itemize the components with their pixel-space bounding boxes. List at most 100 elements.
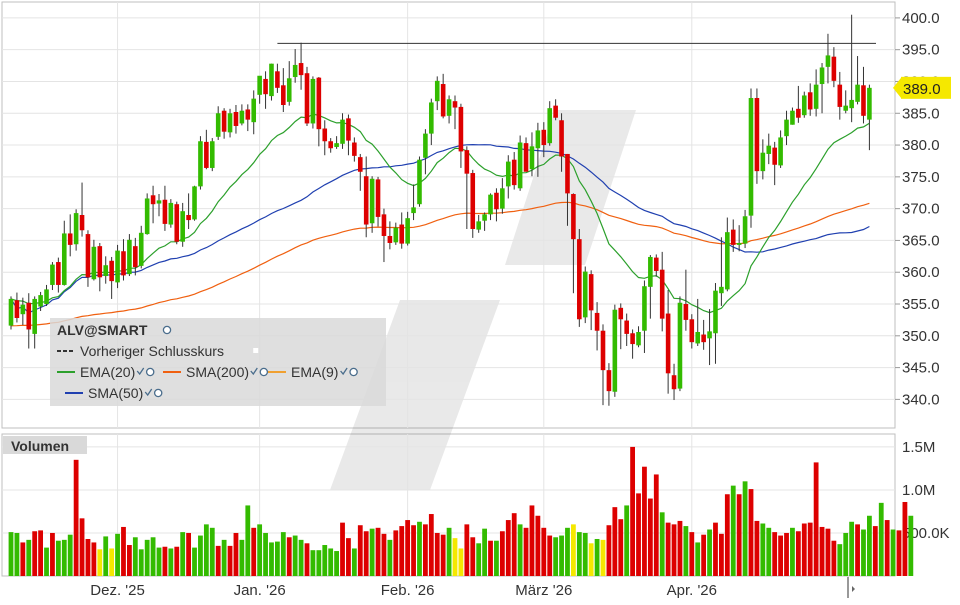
candle-body xyxy=(636,331,641,346)
volume-bar xyxy=(594,538,600,576)
candle-body xyxy=(352,142,357,156)
candle-body xyxy=(85,234,91,278)
legend-item[interactable]: SMA(200) xyxy=(163,364,269,380)
scroll-right-icon[interactable] xyxy=(852,586,855,592)
volume-bar xyxy=(719,533,724,576)
candle xyxy=(748,88,754,228)
volume-bar xyxy=(162,546,168,576)
candle xyxy=(103,256,109,284)
volume-bar xyxy=(239,539,245,576)
volume-bar xyxy=(665,522,671,576)
candle xyxy=(541,122,547,158)
settings-icon[interactable] xyxy=(153,388,163,398)
candle-body xyxy=(446,99,452,116)
volume-bar xyxy=(677,520,683,576)
candle-body xyxy=(79,215,85,231)
price-tick-label: 395.0 xyxy=(902,42,940,59)
candle-body xyxy=(476,221,481,230)
volume-bar xyxy=(653,474,659,576)
candle xyxy=(849,14,854,123)
candle xyxy=(257,75,262,104)
volume-bar xyxy=(647,498,653,576)
candle-body xyxy=(577,239,582,320)
candle xyxy=(754,88,760,184)
candle xyxy=(245,104,251,132)
candle xyxy=(156,194,162,217)
candle-body xyxy=(671,375,677,390)
volume-bar xyxy=(890,529,896,576)
candle xyxy=(399,212,405,249)
candle xyxy=(577,228,582,327)
candle-body xyxy=(831,56,837,81)
price-tick-label: 385.0 xyxy=(902,105,940,122)
price-tick-label: 375.0 xyxy=(902,169,940,186)
candle xyxy=(251,90,257,135)
candle-body xyxy=(790,110,795,125)
volume-bar xyxy=(97,549,103,576)
candle xyxy=(796,85,801,123)
candle xyxy=(600,324,606,406)
candle-body xyxy=(91,246,97,280)
volume-bar xyxy=(813,462,819,576)
candle xyxy=(387,221,393,250)
candle-body xyxy=(121,251,126,276)
candle xyxy=(494,188,499,222)
settings-icon[interactable] xyxy=(349,367,358,377)
candle-body xyxy=(180,211,185,242)
candle-body xyxy=(138,232,144,266)
volume-bar xyxy=(198,535,203,576)
volume-bar xyxy=(630,446,635,576)
volume-bar xyxy=(186,532,191,576)
candle xyxy=(861,66,866,124)
legend-item[interactable]: SMA(50) xyxy=(65,385,163,401)
candle xyxy=(138,225,144,269)
candle-body xyxy=(357,157,363,172)
check-icon[interactable] xyxy=(136,367,145,376)
candle xyxy=(689,314,695,349)
legend-label: EMA(9) xyxy=(291,364,338,380)
candle xyxy=(742,209,748,249)
price-tick-label: 340.0 xyxy=(902,391,940,408)
volume-bar xyxy=(316,550,322,576)
volume-bar xyxy=(50,532,55,576)
candle xyxy=(452,95,458,130)
legend-item[interactable]: EMA(20) xyxy=(57,364,155,380)
candle xyxy=(713,283,718,364)
volume-bar xyxy=(174,546,180,576)
settings-icon[interactable] xyxy=(145,367,155,377)
candle-body xyxy=(263,78,268,95)
volume-bar xyxy=(67,534,73,576)
volume-bar xyxy=(334,551,339,576)
ema20-line xyxy=(10,113,870,314)
candle xyxy=(553,99,558,121)
candle xyxy=(458,103,464,168)
last-price-label: 389.0 xyxy=(903,81,941,98)
volume-bar xyxy=(778,535,783,576)
candle-body xyxy=(97,246,103,278)
legend-item[interactable]: EMA(9) xyxy=(268,364,358,380)
candle xyxy=(801,91,807,118)
candle xyxy=(434,76,440,111)
candle-body xyxy=(760,152,766,172)
volume-bar xyxy=(730,485,736,576)
volume-bar xyxy=(452,538,458,576)
checkbox-icon[interactable] xyxy=(253,348,259,353)
candle-body xyxy=(375,179,381,217)
settings-icon[interactable] xyxy=(162,325,172,335)
candle-body xyxy=(434,80,440,102)
candle xyxy=(511,152,517,190)
candle xyxy=(109,256,114,299)
volume-bar xyxy=(600,539,606,576)
volume-bar xyxy=(636,493,641,576)
check-icon[interactable] xyxy=(250,367,258,376)
candle-body xyxy=(417,159,422,205)
candle-body xyxy=(56,262,61,285)
check-icon[interactable] xyxy=(144,388,153,397)
settings-icon[interactable] xyxy=(259,367,269,377)
candle-body xyxy=(819,67,825,85)
check-icon[interactable] xyxy=(340,367,348,376)
legend-item[interactable]: Vorheriger Schlusskurs xyxy=(57,343,259,359)
candle xyxy=(813,69,819,117)
watermark-shape-top xyxy=(505,110,636,265)
